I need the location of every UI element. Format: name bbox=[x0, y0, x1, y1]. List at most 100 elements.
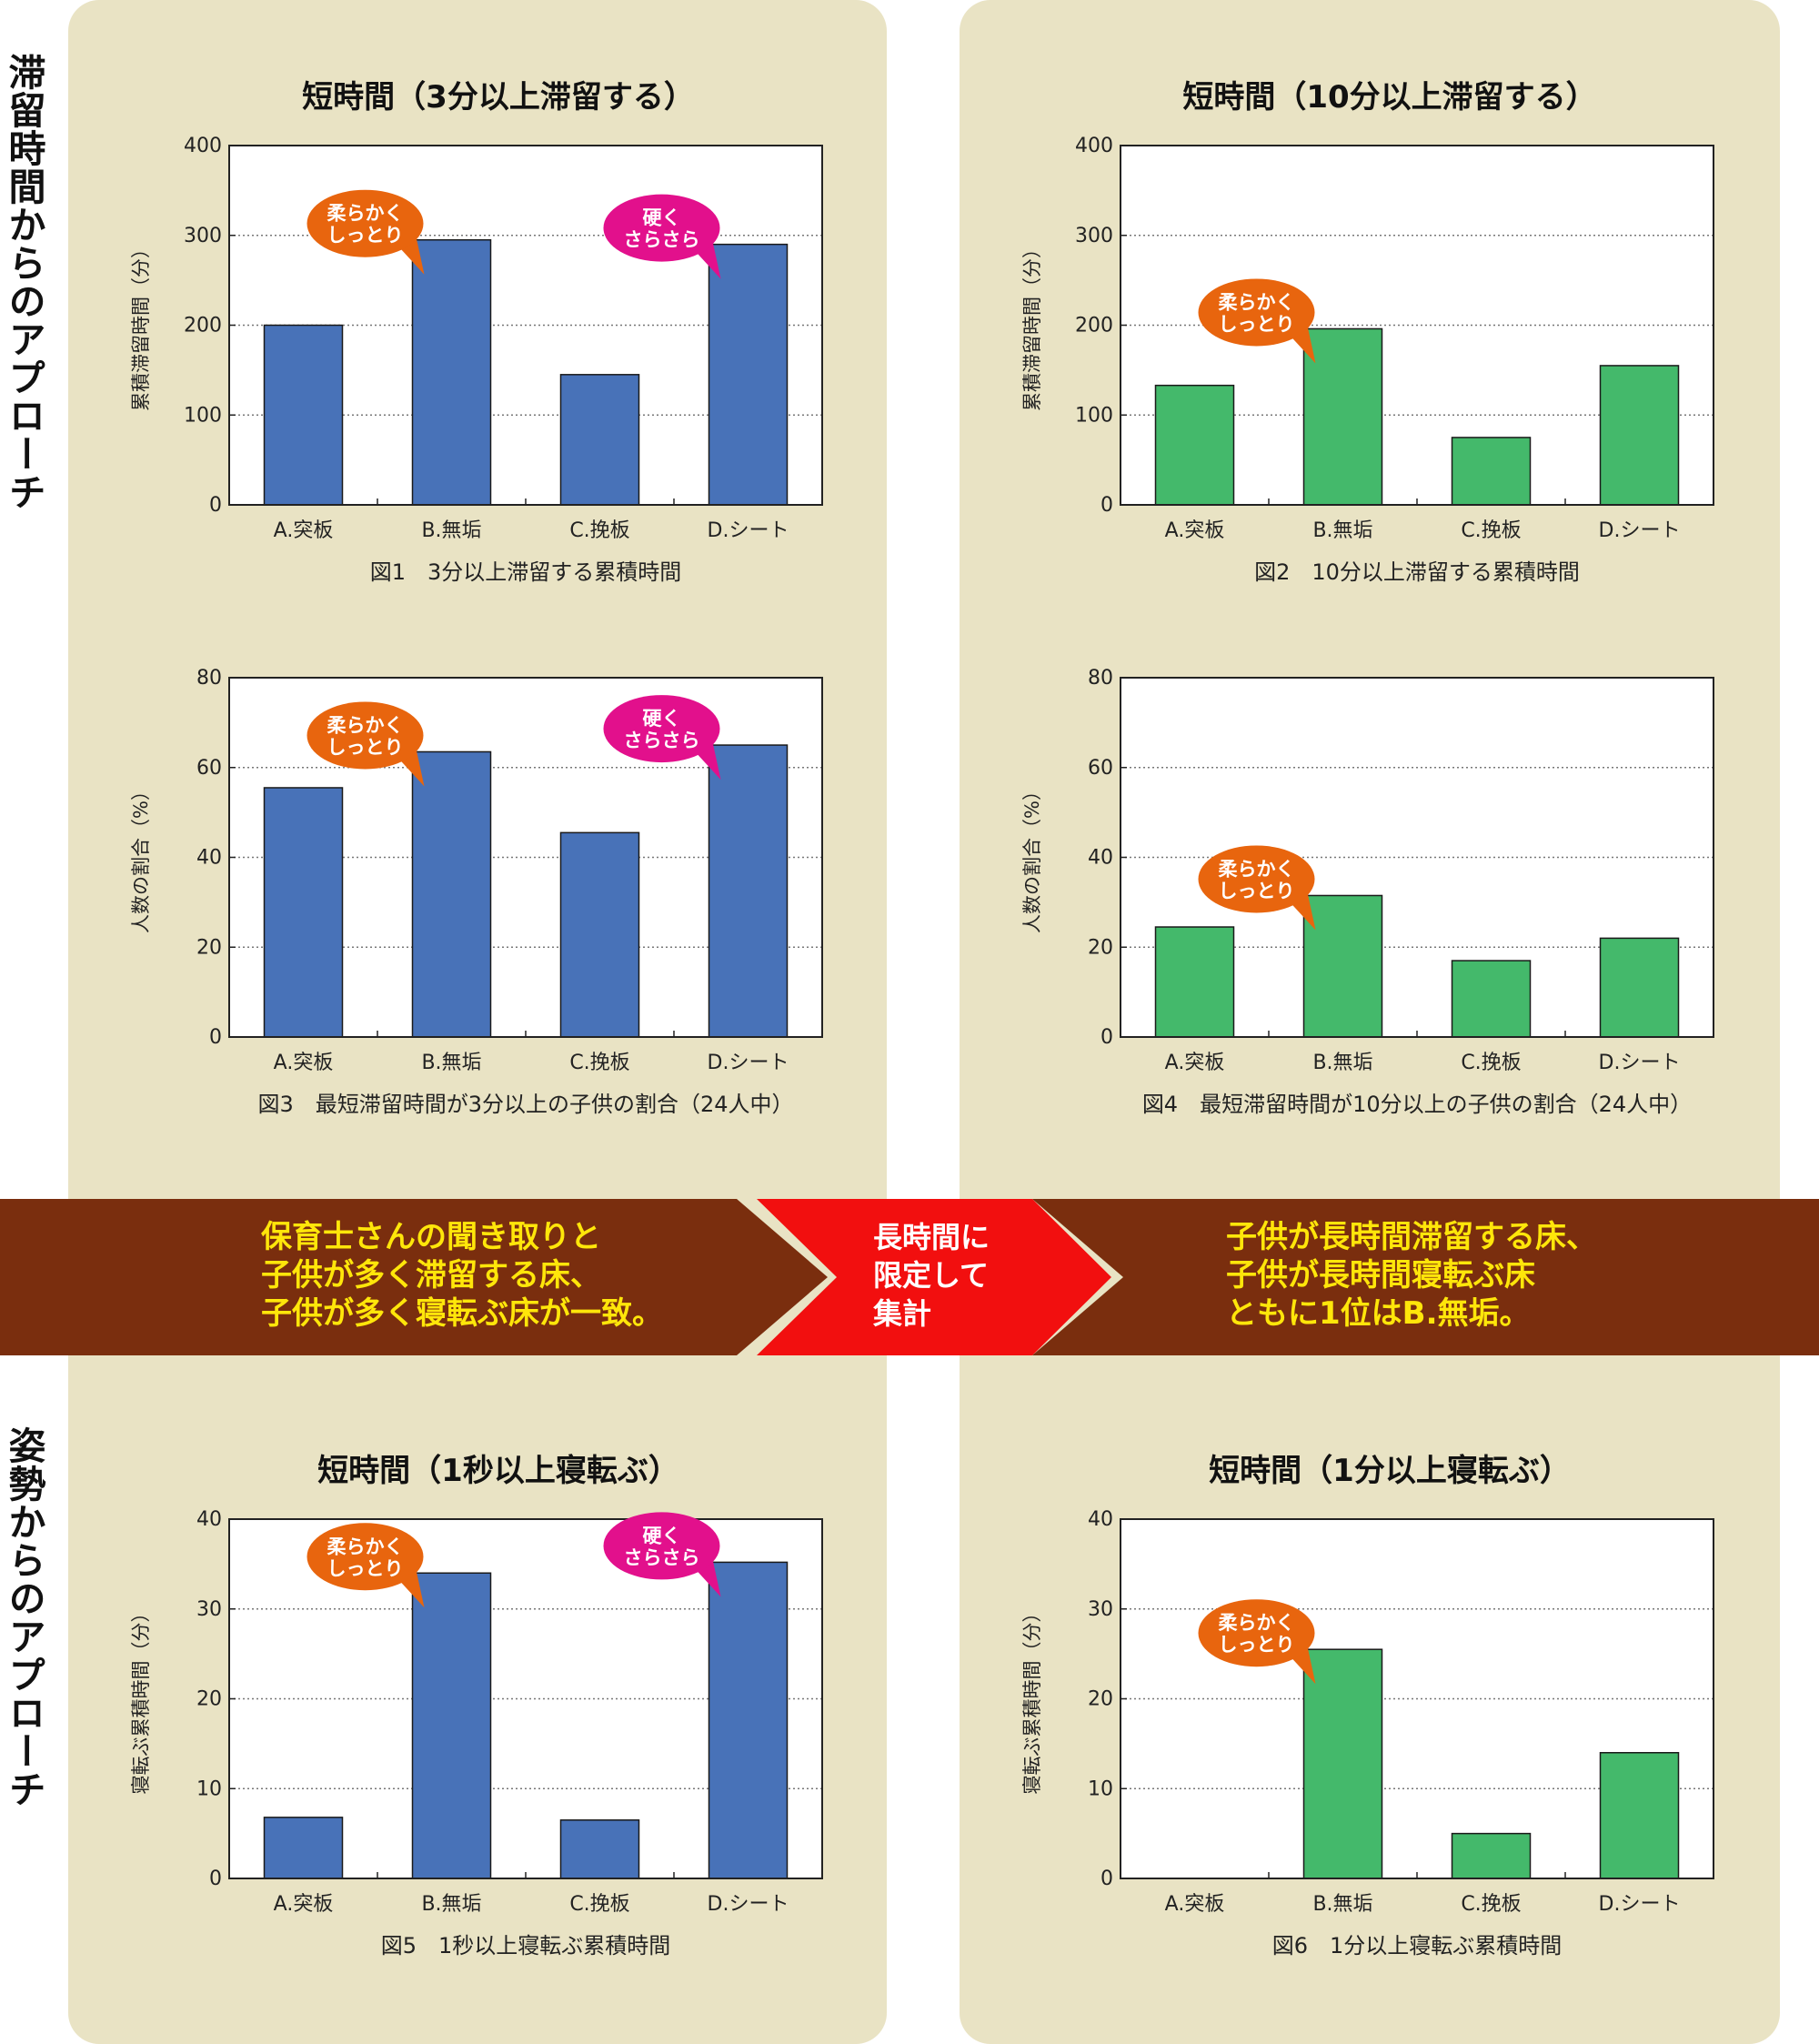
band-middle-text: 長時間に 限定して 集計 bbox=[873, 1220, 990, 1331]
bar-4 bbox=[1599, 937, 1680, 1038]
bar-4 bbox=[708, 243, 789, 506]
bubble-text-line: しっとり bbox=[327, 736, 404, 758]
bubble-text-line: さらさら bbox=[624, 1546, 700, 1568]
x-category-label: A.突板 bbox=[274, 1052, 334, 1074]
x-category-label: D.シート bbox=[708, 519, 789, 542]
figure-caption: 図4 最短滞留時間が10分以上の子供の割合（24人中） bbox=[1142, 1092, 1692, 1117]
y-axis-label: 寝転ぶ累積時間（分） bbox=[1021, 1604, 1043, 1795]
x-category-label: A.突板 bbox=[274, 519, 334, 542]
bubble-text-line: しっとり bbox=[1219, 313, 1295, 335]
x-category-label: C.挽板 bbox=[569, 1052, 629, 1074]
chart-fig4: 0 20 40 60 80 A.突板 B.無垢 C.挽板 D.シート 人数の割合（%） 図4 最短滞… bbox=[1021, 667, 1714, 1117]
x-category-label: D.シート bbox=[1599, 1052, 1681, 1074]
bubble-text-line: 柔らかく bbox=[327, 714, 404, 736]
x-category-label: D.シート bbox=[1599, 1893, 1681, 1916]
bubble-text-line: 柔らかく bbox=[1219, 858, 1295, 880]
y-tick-label: 400 bbox=[1075, 135, 1113, 157]
y-tick-label: 200 bbox=[184, 315, 222, 337]
y-tick-label: 0 bbox=[209, 494, 222, 517]
bar-4 bbox=[708, 744, 789, 1038]
bar-2 bbox=[1302, 327, 1383, 506]
bubble-text-line: 柔らかく bbox=[1219, 291, 1295, 313]
y-tick-label: 100 bbox=[1075, 404, 1113, 427]
bar-2 bbox=[411, 1572, 492, 1879]
y-tick-label: 0 bbox=[1100, 1868, 1113, 1890]
bubble-text-line: 硬く bbox=[643, 1525, 681, 1546]
bubble-body bbox=[603, 1512, 720, 1580]
y-tick-label: 0 bbox=[1100, 494, 1113, 517]
y-tick-label: 100 bbox=[184, 404, 222, 427]
y-tick-label: 0 bbox=[209, 1868, 222, 1890]
y-tick-label: 40 bbox=[196, 847, 222, 870]
x-category-label: B.無垢 bbox=[421, 1893, 481, 1916]
y-tick-label: 80 bbox=[1088, 667, 1113, 690]
figure-caption: 図6 1分以上寝転ぶ累積時間 bbox=[1272, 1933, 1563, 1958]
bar-1 bbox=[263, 787, 344, 1038]
y-tick-label: 40 bbox=[196, 1508, 222, 1531]
y-tick-label: 0 bbox=[1100, 1026, 1113, 1049]
x-category-label: B.無垢 bbox=[421, 519, 481, 542]
bar-3 bbox=[1451, 1832, 1532, 1879]
band-left-arrow bbox=[0, 1199, 828, 1355]
bar-4 bbox=[1599, 1752, 1680, 1879]
bar-4 bbox=[1599, 365, 1680, 506]
y-tick-label: 10 bbox=[196, 1777, 222, 1800]
bubble-body bbox=[307, 1523, 424, 1591]
x-category-label: B.無垢 bbox=[421, 1052, 481, 1074]
bubble-text-line: さらさら bbox=[624, 229, 700, 251]
bubble-text-line: 柔らかく bbox=[1219, 1612, 1295, 1634]
y-tick-label: 20 bbox=[196, 1688, 222, 1711]
x-category-label: D.シート bbox=[708, 1052, 789, 1074]
y-tick-label: 10 bbox=[1088, 1777, 1113, 1800]
bar-4 bbox=[708, 1561, 789, 1879]
figure-caption: 図1 3分以上滞留する累積時間 bbox=[370, 559, 682, 585]
bubble-text-line: しっとり bbox=[327, 1557, 404, 1579]
bubble-body bbox=[1198, 845, 1315, 913]
bar-1 bbox=[263, 1817, 344, 1879]
band-right-text: 子供が長時間滞留する床、 子供が長時間寝転ぶ床 ともに1位はB.無垢。 bbox=[1226, 1219, 1597, 1332]
bubble-text-line: しっとり bbox=[1219, 1634, 1295, 1656]
chart-fig3: 0 20 40 60 80 A.突板 B.無垢 C.挽板 D.シート 人数の割合（%） 図3 最短滞… bbox=[130, 667, 823, 1117]
plot-frame bbox=[228, 1518, 823, 1879]
chart-fig1: 短時間（3分以上滞留する） 0 100 200 300 400 A.突板 B.無垢 C.挽板 D.… bbox=[130, 79, 823, 585]
x-category-label: A.突板 bbox=[1165, 1893, 1225, 1916]
y-tick-label: 300 bbox=[184, 225, 222, 247]
y-axis-label: 累積滞留時間（分） bbox=[130, 239, 152, 411]
bar-3 bbox=[1451, 437, 1532, 506]
y-tick-label: 30 bbox=[1088, 1598, 1113, 1621]
y-tick-label: 20 bbox=[196, 936, 222, 959]
bubble-text-line: さらさら bbox=[624, 730, 700, 751]
x-category-label: C.挽板 bbox=[569, 519, 629, 542]
bar-1 bbox=[1154, 926, 1235, 1038]
plot-frame bbox=[1120, 145, 1714, 506]
bubble-body bbox=[603, 194, 720, 262]
bubble-body bbox=[307, 701, 424, 770]
x-category-label: B.無垢 bbox=[1312, 1052, 1372, 1074]
bubble-text-line: 柔らかく bbox=[327, 1536, 404, 1557]
y-axis-label: 人数の割合（%） bbox=[1021, 781, 1043, 933]
y-axis-label: 人数の割合（%） bbox=[130, 781, 152, 933]
y-tick-label: 40 bbox=[1088, 847, 1113, 870]
plot-frame bbox=[228, 145, 823, 506]
bar-2 bbox=[411, 238, 492, 506]
x-category-label: A.突板 bbox=[1165, 1052, 1225, 1074]
y-tick-label: 60 bbox=[1088, 757, 1113, 780]
band-center-arrow bbox=[757, 1199, 1111, 1355]
x-category-label: A.突板 bbox=[274, 1893, 334, 1916]
y-axis-label: 寝転ぶ累積時間（分） bbox=[130, 1604, 152, 1795]
x-category-label: A.突板 bbox=[1165, 519, 1225, 542]
band-left-text: 保育士さんの聞き取りと 子供が多く滞留する床、 子供が多く寝転ぶ床が一致。 bbox=[261, 1219, 663, 1332]
bubble-body bbox=[307, 189, 424, 257]
bubble-text-line: 硬く bbox=[643, 708, 681, 730]
bar-1 bbox=[1154, 384, 1235, 506]
bubble-body bbox=[1198, 1599, 1315, 1667]
y-tick-label: 20 bbox=[1088, 1688, 1113, 1711]
y-axis-label: 累積滞留時間（分） bbox=[1021, 239, 1043, 411]
